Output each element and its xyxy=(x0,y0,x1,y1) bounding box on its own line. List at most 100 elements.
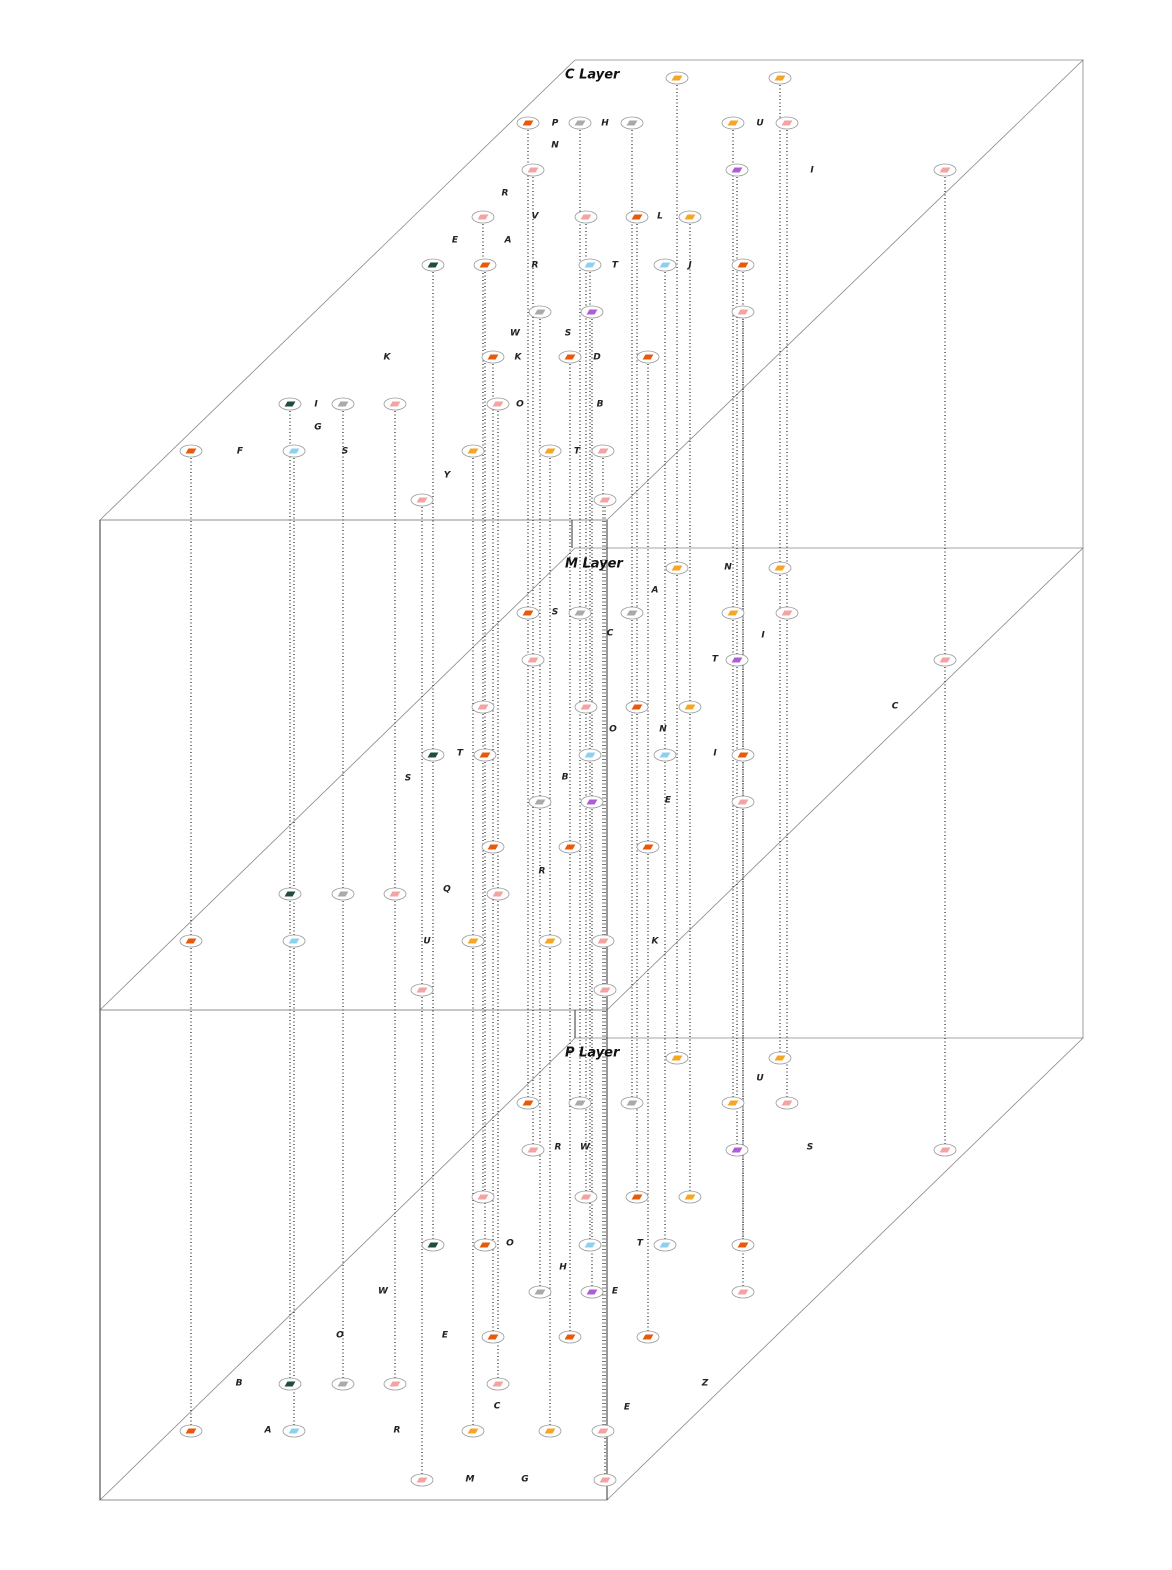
node-label: S xyxy=(342,447,348,457)
node-label: A xyxy=(504,236,512,246)
node-label: T xyxy=(712,655,719,665)
node xyxy=(331,887,355,901)
node-icon xyxy=(584,752,596,758)
node xyxy=(574,1190,598,1204)
node-icon xyxy=(534,799,546,805)
node-icon xyxy=(492,891,504,897)
node-label: U xyxy=(756,1074,764,1084)
node-icon xyxy=(684,704,696,710)
node xyxy=(620,1096,644,1110)
node xyxy=(933,163,957,177)
node-label: E xyxy=(665,796,672,806)
node xyxy=(731,748,755,762)
node-icon xyxy=(727,610,739,616)
node-icon xyxy=(597,448,609,454)
node-icon xyxy=(337,401,349,407)
node-label: N xyxy=(551,141,559,151)
node-icon xyxy=(479,752,491,758)
node-label: R xyxy=(502,189,509,199)
node-icon xyxy=(586,1289,598,1295)
node xyxy=(580,305,604,319)
node-label: E xyxy=(442,1331,449,1341)
node-icon xyxy=(731,1147,743,1153)
node-label: B xyxy=(236,1379,243,1389)
node-icon xyxy=(492,401,504,407)
node-label: Y xyxy=(444,471,452,481)
node-icon xyxy=(597,938,609,944)
node-icon xyxy=(416,1477,428,1483)
node xyxy=(653,1238,677,1252)
node xyxy=(721,116,745,130)
node-icon xyxy=(337,891,349,897)
node-icon xyxy=(781,1100,793,1106)
node-icon xyxy=(492,1381,504,1387)
node-icon xyxy=(284,401,296,407)
node xyxy=(636,1330,660,1344)
node-label: C xyxy=(494,1402,501,1412)
node-label: O xyxy=(336,1331,344,1341)
node-icon xyxy=(642,844,654,850)
node-label: C xyxy=(892,702,899,712)
node-icon xyxy=(534,309,546,315)
node xyxy=(516,606,540,620)
node xyxy=(486,887,510,901)
node-icon xyxy=(479,1242,491,1248)
node-icon xyxy=(479,262,491,268)
node-icon xyxy=(671,565,683,571)
node-icon xyxy=(737,262,749,268)
node xyxy=(410,1473,434,1487)
node xyxy=(665,561,689,575)
node-icon xyxy=(487,844,499,850)
node-label: C xyxy=(607,629,614,639)
box-frame xyxy=(99,59,1084,1501)
node-label: A xyxy=(264,1426,272,1436)
node-icon xyxy=(288,1428,300,1434)
node-icon xyxy=(527,167,539,173)
node xyxy=(580,795,604,809)
node xyxy=(471,700,495,714)
node xyxy=(678,700,702,714)
node-icon xyxy=(737,309,749,315)
node xyxy=(461,1424,485,1438)
node-icon xyxy=(527,657,539,663)
node-icon xyxy=(939,1147,951,1153)
node xyxy=(725,1143,749,1157)
node xyxy=(768,561,792,575)
node xyxy=(282,444,306,458)
node xyxy=(421,258,445,272)
node-icon xyxy=(544,938,556,944)
node-label: M xyxy=(466,1475,475,1485)
node-icon xyxy=(642,1334,654,1340)
node xyxy=(179,444,203,458)
node-label: E xyxy=(624,1403,631,1413)
node xyxy=(278,397,302,411)
node-icon xyxy=(288,448,300,454)
node-icon xyxy=(659,1242,671,1248)
node xyxy=(678,1190,702,1204)
node-icon xyxy=(580,214,592,220)
node-icon xyxy=(684,214,696,220)
node xyxy=(538,1424,562,1438)
node-label: U xyxy=(756,119,764,129)
node-label: I xyxy=(810,166,814,176)
node xyxy=(568,1096,592,1110)
node-icon xyxy=(586,799,598,805)
node-label: N xyxy=(724,563,732,573)
node-icon xyxy=(774,1055,786,1061)
node-label: T xyxy=(574,447,581,457)
node xyxy=(179,1424,203,1438)
node xyxy=(593,1473,617,1487)
node xyxy=(731,1285,755,1299)
node-icon xyxy=(737,799,749,805)
node-label: V xyxy=(532,212,540,222)
node xyxy=(278,1377,302,1391)
node-label: E xyxy=(452,236,459,246)
node xyxy=(521,1143,545,1157)
node-label: G xyxy=(314,423,321,433)
node-icon xyxy=(534,1289,546,1295)
node-label: W xyxy=(510,329,521,339)
node xyxy=(665,71,689,85)
node-label: K xyxy=(652,937,660,947)
node xyxy=(282,1424,306,1438)
